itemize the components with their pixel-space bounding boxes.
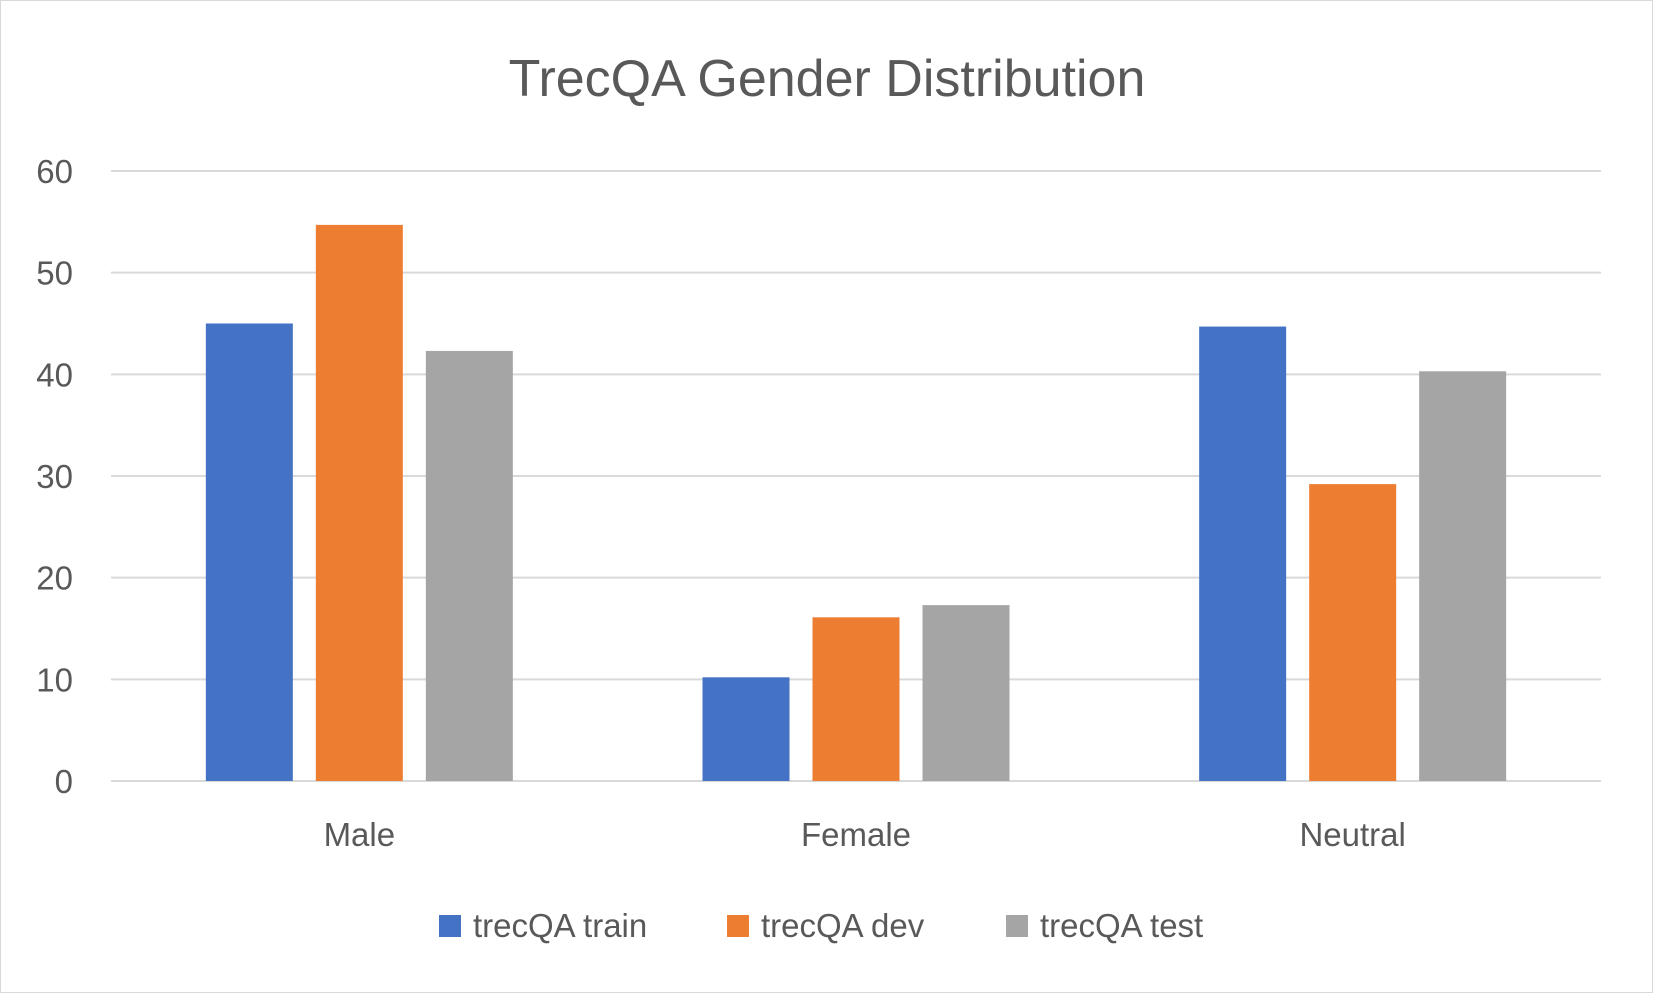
x-tick-label: Neutral <box>1299 816 1405 853</box>
legend-label: trecQA dev <box>761 907 925 944</box>
legend-item: trecQA test <box>1006 907 1203 944</box>
legend: trecQA train trecQA dev trecQA test <box>439 907 1203 944</box>
y-tick-label: 40 <box>36 356 73 393</box>
legend-swatch <box>1006 915 1028 937</box>
bar-neutral-trecqa-train <box>1199 326 1287 781</box>
legend-item: trecQA dev <box>727 907 925 944</box>
bar-neutral-trecqa-test <box>1419 371 1507 781</box>
bars <box>205 224 1507 782</box>
y-tick-label: 10 <box>36 661 73 698</box>
bar-male-trecqa-test <box>425 350 513 781</box>
x-tick-label: Female <box>801 816 911 853</box>
y-tick-label: 50 <box>36 255 73 292</box>
bar-male-trecqa-train <box>205 323 293 781</box>
legend-item: trecQA train <box>439 907 647 944</box>
bar-female-trecqa-test <box>922 605 1010 781</box>
y-tick-label: 0 <box>55 763 73 800</box>
y-axis-ticks: 0 10 20 30 40 50 60 <box>36 153 73 800</box>
y-tick-label: 20 <box>36 560 73 597</box>
bar-female-trecqa-dev <box>812 617 900 781</box>
x-tick-label: Male <box>324 816 396 853</box>
bar-male-trecqa-dev <box>315 224 403 782</box>
chart-title: TrecQA Gender Distribution <box>509 50 1146 108</box>
legend-swatch <box>727 915 749 937</box>
y-tick-label: 30 <box>36 458 73 495</box>
bar-female-trecqa-train <box>702 677 790 781</box>
legend-swatch <box>439 915 461 937</box>
x-axis-ticks: Male Female Neutral <box>324 816 1406 853</box>
legend-label: trecQA train <box>473 907 647 944</box>
legend-label: trecQA test <box>1040 907 1203 944</box>
bar-neutral-trecqa-dev <box>1309 484 1397 781</box>
y-tick-label: 60 <box>36 153 73 190</box>
